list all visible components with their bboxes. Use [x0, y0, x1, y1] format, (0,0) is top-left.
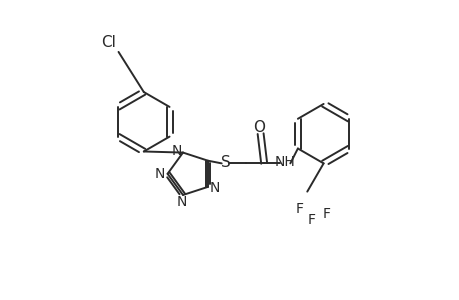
Text: N: N [155, 167, 165, 181]
Text: F: F [295, 202, 303, 216]
Text: N: N [176, 195, 186, 209]
Text: Cl: Cl [101, 35, 115, 50]
Text: O: O [252, 120, 264, 135]
Text: NH: NH [274, 155, 295, 170]
Text: N: N [209, 182, 219, 195]
Text: S: S [220, 155, 230, 170]
Text: F: F [307, 213, 315, 227]
Text: N: N [171, 144, 181, 158]
Text: F: F [322, 207, 330, 221]
